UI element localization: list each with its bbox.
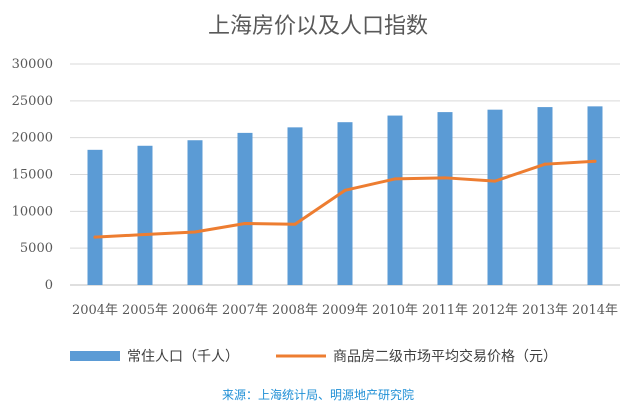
price-point	[243, 221, 247, 225]
bar-series	[87, 106, 603, 286]
x-axis-ticks: 2004年 2005年 2006年 2007年 2008年 2009年 2010年 2011年…	[72, 303, 618, 318]
y-tick-label: 0	[45, 278, 53, 293]
line-series	[93, 159, 597, 239]
y-axis-ticks: 0 5000 10000 15000 20000 25000 30000	[12, 57, 53, 293]
population-bar	[587, 106, 603, 285]
population-bar	[287, 127, 303, 285]
legend-bar-swatch	[70, 351, 120, 361]
price-point	[93, 235, 97, 239]
population-bar	[337, 122, 353, 286]
legend-bar-label: 常住人口（千人）	[127, 349, 239, 365]
price-point	[293, 222, 297, 226]
x-tick-label: 2007年	[222, 303, 268, 318]
price-point	[393, 177, 397, 181]
x-tick-label: 2009年	[322, 303, 368, 318]
y-tick-label: 25000	[12, 94, 53, 109]
population-bar	[187, 140, 203, 285]
population-bar	[87, 149, 103, 285]
x-tick-label: 2012年	[472, 303, 518, 318]
x-tick-label: 2011年	[422, 303, 468, 318]
x-tick-label: 2010年	[372, 303, 418, 318]
legend: 常住人口（千人） 商品房二级市场平均交易价格（元）	[70, 348, 557, 365]
population-bar	[437, 112, 453, 285]
legend-line-label: 商品房二级市场平均交易价格（元）	[333, 348, 557, 365]
y-tick-label: 10000	[12, 204, 53, 219]
x-tick-label: 2004年	[72, 303, 118, 318]
x-tick-label: 2008年	[272, 303, 318, 318]
x-tick-label: 2005年	[122, 303, 168, 318]
x-tick-label: 2013年	[522, 303, 568, 318]
price-point	[443, 176, 447, 180]
population-bar	[237, 132, 253, 285]
chart-title: 上海房价以及人口指数	[208, 14, 428, 39]
y-tick-label: 5000	[20, 241, 53, 256]
price-point	[543, 162, 547, 166]
price-point	[143, 233, 147, 237]
source-note: 来源：上海统计局、明源地产研究院	[222, 387, 414, 402]
price-point	[493, 179, 497, 183]
population-bar	[537, 107, 553, 285]
x-tick-label: 2014年	[572, 303, 618, 318]
price-point	[593, 159, 597, 163]
price-point	[343, 188, 347, 192]
y-tick-label: 20000	[12, 131, 53, 146]
y-tick-label: 30000	[12, 57, 53, 72]
price-point	[193, 230, 197, 234]
population-bar	[387, 115, 403, 285]
population-bar	[137, 145, 153, 285]
x-tick-label: 2006年	[172, 303, 218, 318]
population-bar	[487, 109, 503, 285]
y-tick-label: 15000	[12, 168, 53, 183]
